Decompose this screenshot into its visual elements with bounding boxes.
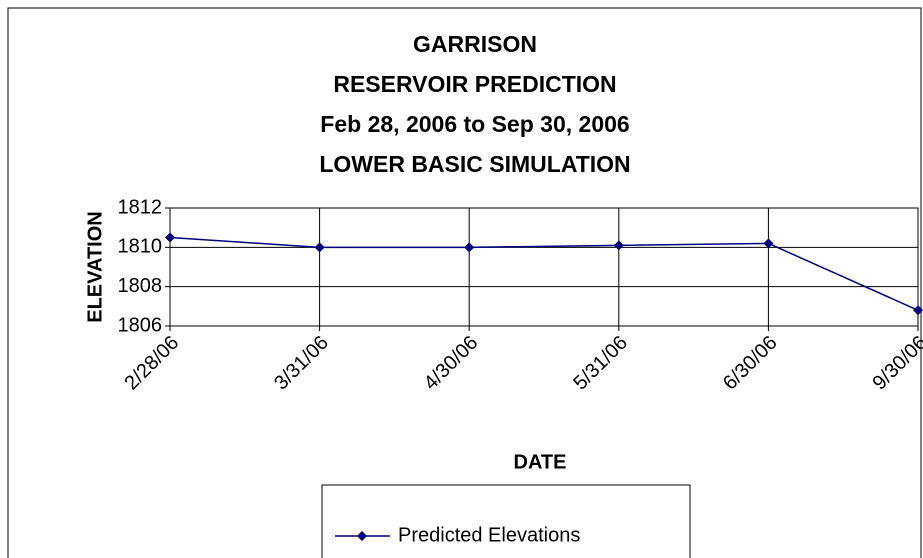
data-point	[913, 305, 923, 316]
legend-label: Predicted Elevations	[398, 524, 580, 546]
data-point	[613, 240, 624, 251]
chart-title: LOWER BASIC SIMULATION	[319, 151, 630, 177]
y-axis-label: ELEVATION	[84, 211, 106, 322]
legend	[321, 484, 691, 558]
chart-title: GARRISON	[413, 31, 537, 57]
y-tick-label: 1806	[118, 314, 163, 336]
data-point	[763, 238, 774, 249]
x-axis-label: DATE	[514, 451, 567, 473]
chart-title: Feb 28, 2006 to Sep 30, 2006	[320, 111, 629, 137]
data-line	[169, 236, 919, 311]
legend-swatch	[357, 531, 367, 541]
data-point	[165, 232, 175, 243]
y-tick-label: 1812	[118, 196, 163, 218]
data-point	[314, 242, 325, 253]
data-point	[464, 242, 475, 253]
plot-area	[169, 207, 919, 327]
y-tick-label: 1810	[118, 236, 163, 258]
chart-title: RESERVOIR PREDICTION	[333, 71, 616, 97]
y-tick-label: 1808	[118, 275, 163, 297]
